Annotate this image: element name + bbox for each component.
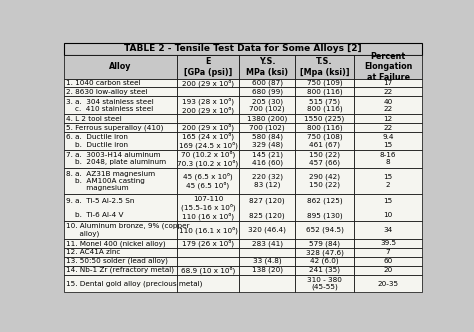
Text: 12: 12 xyxy=(383,116,393,122)
Text: 6. a.  Ductile iron
    b.  Ductile iron: 6. a. Ductile iron b. Ductile iron xyxy=(66,134,128,147)
Bar xyxy=(295,87,354,96)
Bar xyxy=(295,168,354,195)
Bar xyxy=(64,114,177,123)
Text: 110 (16.1 x 10⁶): 110 (16.1 x 10⁶) xyxy=(179,226,237,234)
Text: E
[GPa (psi)]: E [GPa (psi)] xyxy=(184,57,232,76)
Bar xyxy=(239,114,295,123)
Text: 3. a.  304 stainless steel
    c.  410 stainless steel: 3. a. 304 stainless steel c. 410 stainle… xyxy=(66,99,154,112)
Text: 34: 34 xyxy=(383,227,393,233)
Bar xyxy=(177,114,239,123)
Text: 9. a.  Ti-5 Al-2.5 Sn

    b.  Ti-6 Al-4 V: 9. a. Ti-5 Al-2.5 Sn b. Ti-6 Al-4 V xyxy=(66,198,134,218)
Text: Y.S.
MPa (ksi): Y.S. MPa (ksi) xyxy=(246,57,288,76)
Bar xyxy=(295,248,354,257)
Text: 107-110
(15.5-16 x 10⁶)
110 (16 x 10⁶): 107-110 (15.5-16 x 10⁶) 110 (16 x 10⁶) xyxy=(181,196,235,220)
Bar xyxy=(64,221,177,239)
Text: 1550 (225): 1550 (225) xyxy=(304,116,345,122)
Bar xyxy=(177,221,239,239)
Text: 750 (109): 750 (109) xyxy=(307,80,342,86)
Text: 7: 7 xyxy=(386,249,391,255)
Bar xyxy=(354,114,422,123)
Text: 600 (87): 600 (87) xyxy=(252,80,283,86)
Bar xyxy=(64,257,177,266)
Bar xyxy=(177,132,239,150)
Text: 22: 22 xyxy=(383,124,393,130)
Text: 70 (10.2 x 10⁶)
70.3 (10.2 x 10⁶): 70 (10.2 x 10⁶) 70.3 (10.2 x 10⁶) xyxy=(177,150,238,167)
Bar xyxy=(239,195,295,221)
Text: 17: 17 xyxy=(383,80,393,86)
Bar xyxy=(295,55,354,79)
Text: 310 - 380
(45-55): 310 - 380 (45-55) xyxy=(307,277,342,290)
Text: 205 (30)
700 (102): 205 (30) 700 (102) xyxy=(249,98,285,113)
Text: 515 (75)
800 (116): 515 (75) 800 (116) xyxy=(307,98,342,113)
Bar xyxy=(354,150,422,168)
Bar xyxy=(64,248,177,257)
Bar xyxy=(295,239,354,248)
Bar xyxy=(64,55,177,79)
Bar xyxy=(354,79,422,87)
Text: 20-35: 20-35 xyxy=(378,281,399,287)
Text: 68.9 (10 x 10⁶): 68.9 (10 x 10⁶) xyxy=(181,266,235,274)
Text: 580 (84)
329 (48): 580 (84) 329 (48) xyxy=(252,134,283,148)
Text: 45 (6.5 x 10⁶)
45 (6.5 10⁶): 45 (6.5 x 10⁶) 45 (6.5 10⁶) xyxy=(183,173,233,189)
Bar xyxy=(177,195,239,221)
Text: 290 (42)
150 (22): 290 (42) 150 (22) xyxy=(309,174,340,188)
Text: Alloy: Alloy xyxy=(109,62,131,71)
Text: 579 (84): 579 (84) xyxy=(309,240,340,247)
Text: 200 (29 x 10⁶): 200 (29 x 10⁶) xyxy=(182,79,234,87)
Bar xyxy=(239,150,295,168)
Text: 862 (125)

895 (130): 862 (125) 895 (130) xyxy=(307,197,342,218)
Text: 15. Dental gold alloy (precious metal): 15. Dental gold alloy (precious metal) xyxy=(66,280,202,287)
Bar xyxy=(64,96,177,114)
Text: 40
22: 40 22 xyxy=(383,99,393,112)
Text: 138 (20): 138 (20) xyxy=(252,267,283,273)
Bar xyxy=(354,96,422,114)
Bar xyxy=(239,275,295,292)
Bar xyxy=(354,132,422,150)
Bar xyxy=(354,257,422,266)
Bar xyxy=(295,114,354,123)
Bar xyxy=(177,257,239,266)
Bar xyxy=(239,87,295,96)
Bar xyxy=(64,275,177,292)
Text: 12. AC41A zinc: 12. AC41A zinc xyxy=(66,249,120,255)
Text: 652 (94.5): 652 (94.5) xyxy=(306,227,344,233)
Bar xyxy=(295,79,354,87)
Text: Percent
Elongation
at Failure: Percent Elongation at Failure xyxy=(364,52,412,82)
Text: 827 (120)

825 (120): 827 (120) 825 (120) xyxy=(249,197,285,218)
Bar xyxy=(354,168,422,195)
Bar xyxy=(295,195,354,221)
Text: 145 (21)
416 (60): 145 (21) 416 (60) xyxy=(252,152,283,166)
Bar xyxy=(177,96,239,114)
Bar xyxy=(295,221,354,239)
Text: 179 (26 x 10⁶): 179 (26 x 10⁶) xyxy=(182,240,234,247)
Text: 13. 50:50 solder (lead alloy): 13. 50:50 solder (lead alloy) xyxy=(66,258,168,265)
Bar xyxy=(239,221,295,239)
Bar xyxy=(354,239,422,248)
Bar xyxy=(239,123,295,132)
Text: 200 (29 x 10⁶): 200 (29 x 10⁶) xyxy=(182,124,234,131)
Text: 328 (47.6): 328 (47.6) xyxy=(306,249,344,256)
Bar xyxy=(64,43,422,55)
Text: 150 (22)
457 (66): 150 (22) 457 (66) xyxy=(309,152,340,166)
Bar xyxy=(239,257,295,266)
Bar xyxy=(177,275,239,292)
Text: 22: 22 xyxy=(383,89,393,95)
Text: 20: 20 xyxy=(383,267,393,273)
Text: 220 (32)
83 (12): 220 (32) 83 (12) xyxy=(252,174,283,188)
Bar xyxy=(239,132,295,150)
Bar xyxy=(177,168,239,195)
Bar xyxy=(177,79,239,87)
Text: 1380 (200): 1380 (200) xyxy=(247,116,287,122)
Text: 60: 60 xyxy=(383,258,393,264)
Bar xyxy=(295,96,354,114)
Bar xyxy=(64,266,177,275)
Text: 4. L 2 tool steel: 4. L 2 tool steel xyxy=(66,116,122,122)
Bar xyxy=(177,248,239,257)
Text: 39.5: 39.5 xyxy=(380,240,396,246)
Text: 14. Nb-1 Zr (refractory metal): 14. Nb-1 Zr (refractory metal) xyxy=(66,267,174,273)
Text: 33 (4.8): 33 (4.8) xyxy=(253,258,282,265)
Bar xyxy=(239,248,295,257)
Text: 10. Aluminum bronze, 9% (copper
      alloy): 10. Aluminum bronze, 9% (copper alloy) xyxy=(66,223,190,237)
Text: 680 (99): 680 (99) xyxy=(252,89,283,95)
Bar xyxy=(354,123,422,132)
